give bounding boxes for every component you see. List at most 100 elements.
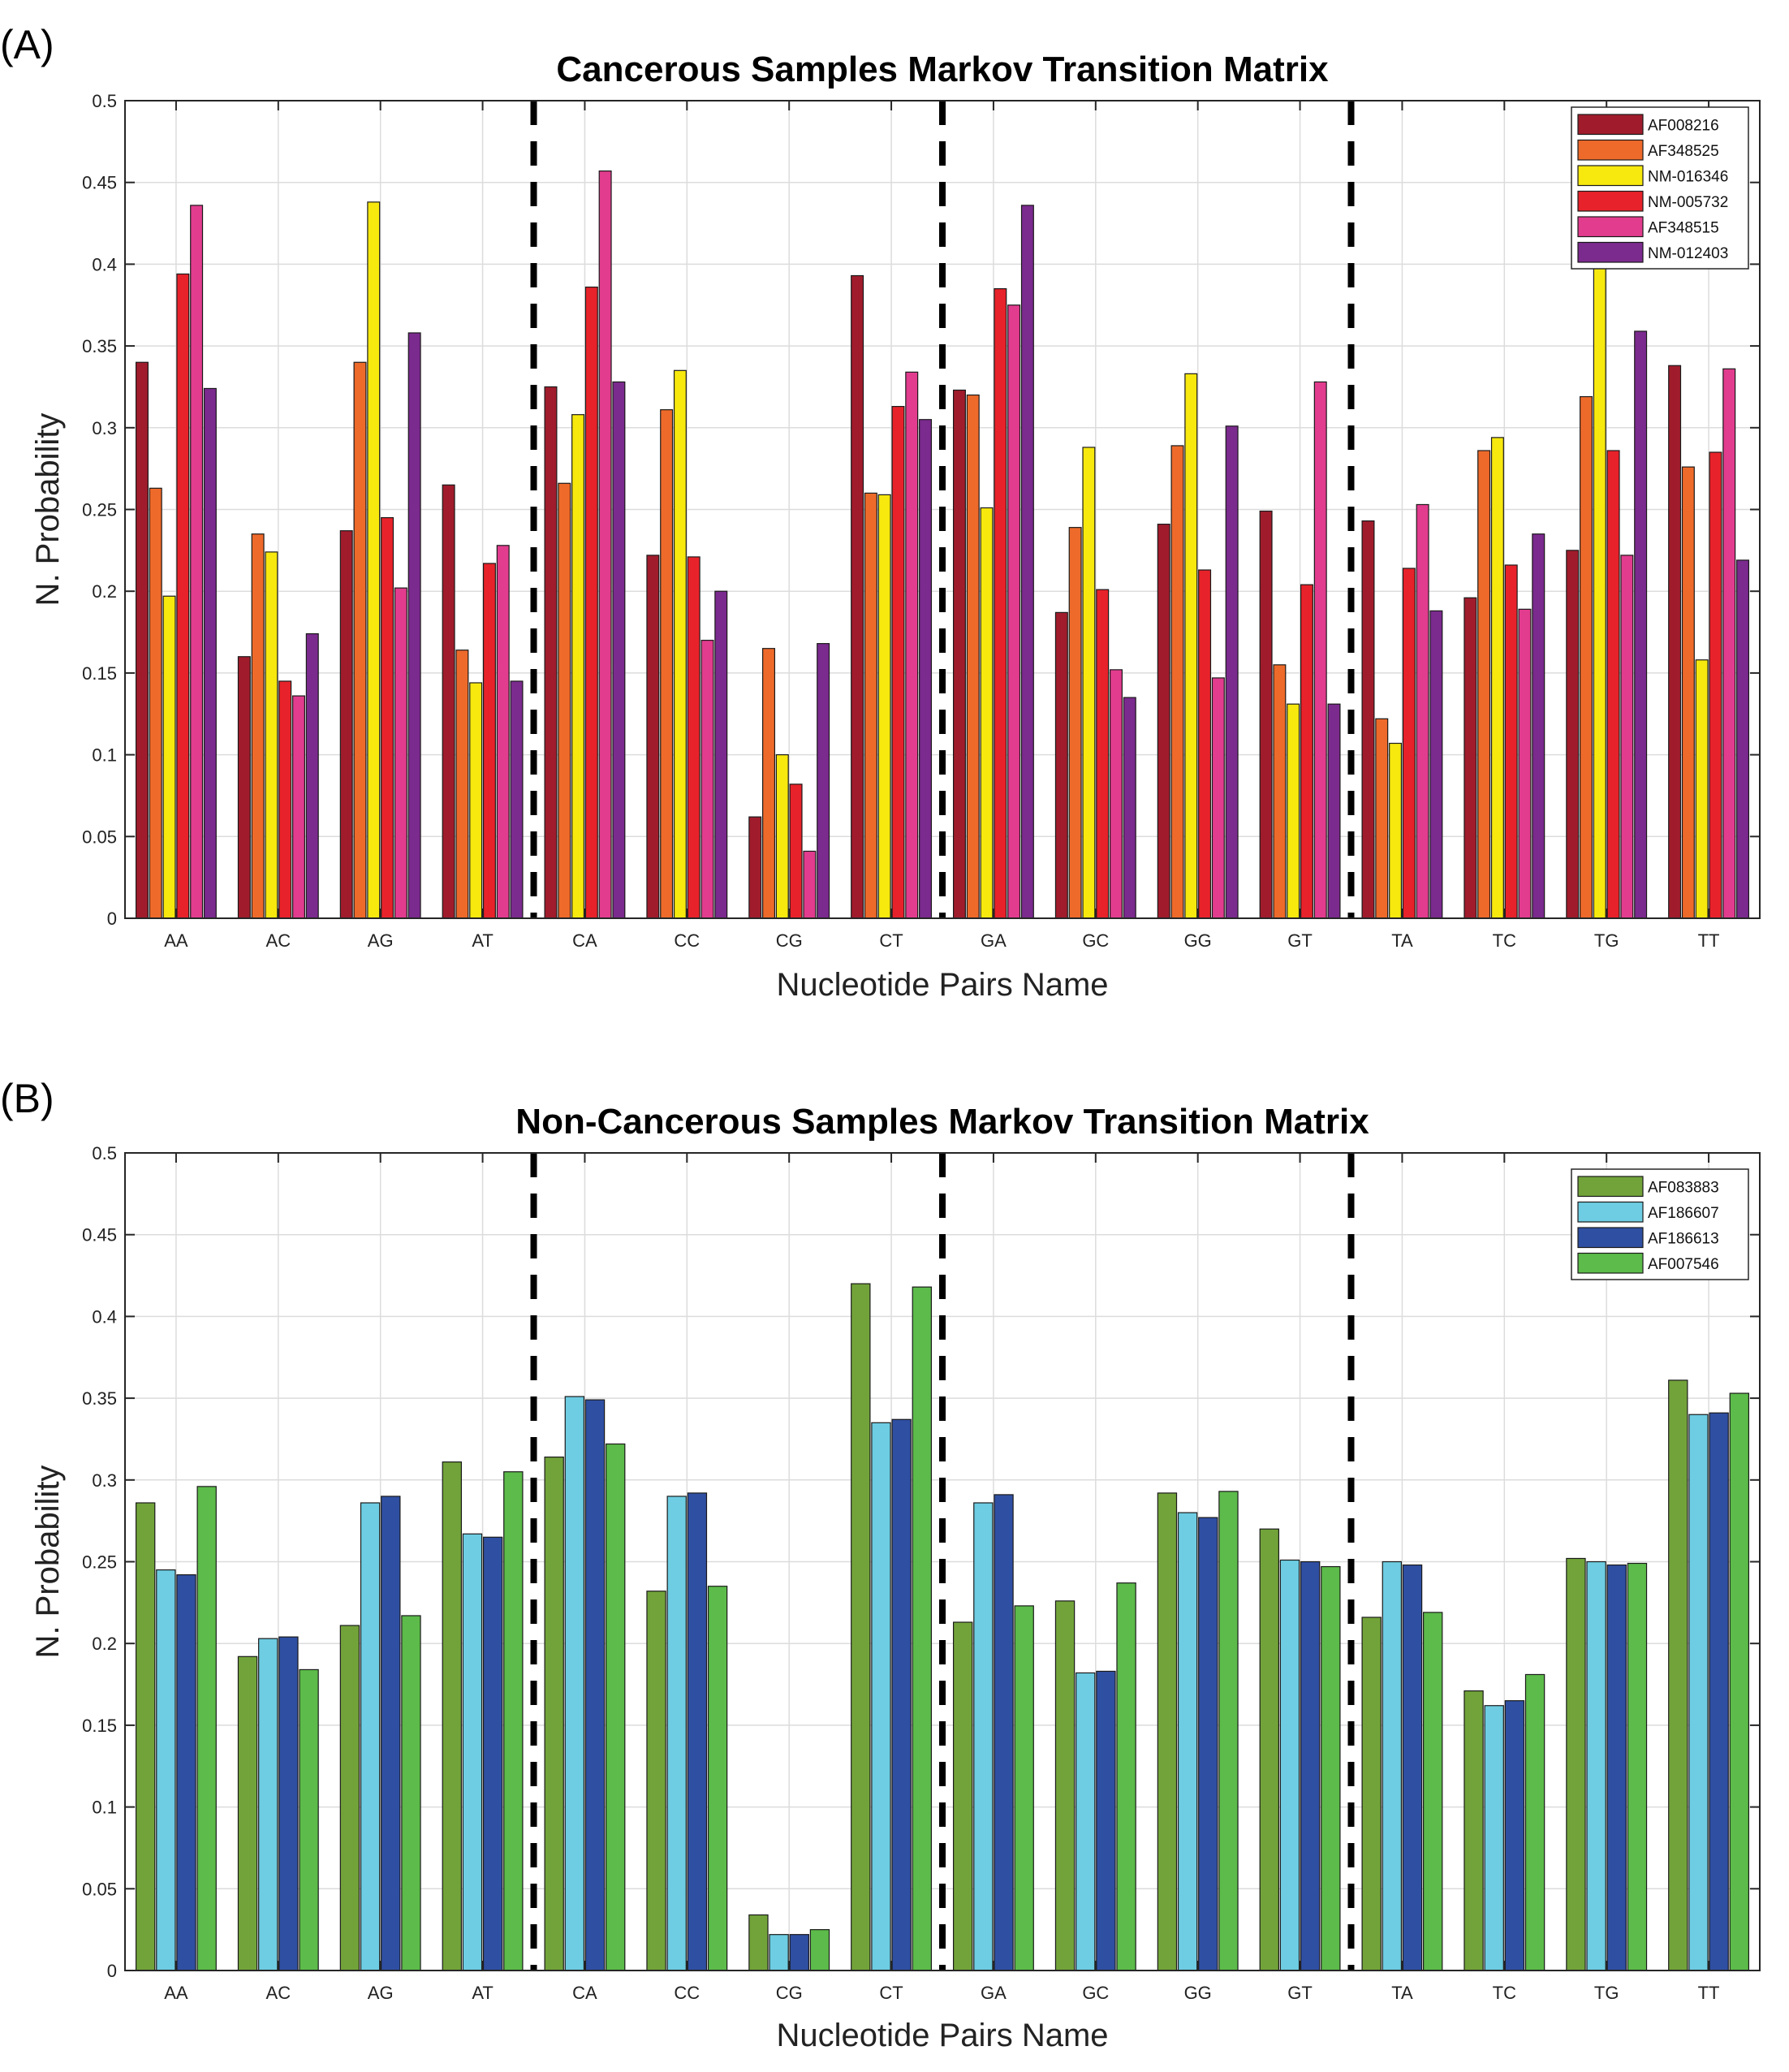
bar-af008216-ag bbox=[339, 530, 353, 919]
bar-af186607-ga bbox=[973, 1502, 994, 1971]
bar-af186613-gc bbox=[1096, 1670, 1116, 1971]
y-tick-label: 0.05 bbox=[82, 1879, 117, 1899]
bar-af348515-gt bbox=[1313, 381, 1327, 919]
bar-nm-012403-ta bbox=[1429, 610, 1443, 919]
bar-af083883-ga bbox=[952, 1621, 973, 1971]
bar-nm-012403-at bbox=[510, 680, 524, 919]
x-tick-label-aa: AA bbox=[164, 1983, 188, 2003]
bar-af186607-gc bbox=[1076, 1672, 1096, 1971]
bar-nm-005732-at bbox=[482, 563, 496, 919]
bar-af186607-at bbox=[462, 1533, 483, 1971]
bar-af348515-cc bbox=[701, 640, 714, 919]
bar-af348525-gt bbox=[1273, 664, 1287, 919]
y-tick-label: 0.25 bbox=[82, 1552, 117, 1573]
bar-af083883-cc bbox=[646, 1591, 666, 1971]
bar-af186613-ta bbox=[1402, 1564, 1423, 1971]
bar-nm-012403-cc bbox=[714, 590, 728, 919]
y-tick-label: 0.3 bbox=[92, 418, 117, 438]
bar-af186613-ct bbox=[891, 1418, 912, 1971]
bar-nm-012403-cg bbox=[817, 643, 830, 919]
bar-af083883-ac bbox=[237, 1655, 258, 1971]
y-tick-label: 0.25 bbox=[82, 500, 117, 520]
bar-af007546-gc bbox=[1116, 1582, 1136, 1971]
bar-af008216-cc bbox=[646, 555, 660, 919]
bar-af186613-tg bbox=[1606, 1564, 1627, 1971]
legend: AF083883 AF186607 AF186613 AF007546 bbox=[1571, 1168, 1749, 1280]
bar-nm-016346-ac bbox=[265, 551, 278, 919]
bar-af007546-ta bbox=[1423, 1612, 1443, 1971]
bar-af083883-tt bbox=[1668, 1379, 1688, 1971]
y-tick-label: 0.35 bbox=[82, 1388, 117, 1409]
bar-nm-016346-ta bbox=[1389, 742, 1403, 919]
bar-af007546-ga bbox=[1014, 1605, 1034, 1971]
x-tick-label-gt: GT bbox=[1287, 930, 1313, 951]
legend-swatch-af008216 bbox=[1577, 114, 1644, 136]
bar-af348525-gg bbox=[1170, 445, 1184, 919]
bar-af348515-ct bbox=[905, 371, 919, 919]
bar-af008216-tg bbox=[1566, 550, 1580, 919]
bar-nm-016346-cc bbox=[673, 369, 687, 919]
bar-af186607-ag bbox=[360, 1502, 381, 1971]
bar-af186613-gg bbox=[1198, 1517, 1218, 1971]
legend-label-af348515: AF348515 bbox=[1648, 220, 1719, 237]
chart-cancerous: 0 0.05 0.1 0.15 0.2 0.25 0.3 0.35 0.4 0.45 0.5 AA AC… bbox=[30, 50, 1761, 1003]
chart-non-cancerous: 0 0.05 0.1 0.15 0.2 0.25 0.3 0.35 0.4 0.45 0.5 AA AC… bbox=[30, 1102, 1761, 2053]
bar-nm-005732-tg bbox=[1606, 450, 1620, 919]
y-tick-label: 0.3 bbox=[92, 1470, 117, 1491]
bar-af008216-gg bbox=[1157, 524, 1170, 919]
legend-swatch-nm-012403 bbox=[1577, 241, 1644, 263]
x-tick-label-ta: TA bbox=[1391, 1983, 1413, 2003]
x-tick-label-gg: GG bbox=[1184, 1983, 1212, 2003]
bar-af007546-aa bbox=[196, 1486, 217, 1971]
panel-label-b: (B) bbox=[0, 1076, 54, 1121]
bar-nm-005732-ga bbox=[994, 288, 1007, 919]
x-tick-label-ct: CT bbox=[879, 1983, 903, 2003]
legend-swatch-af007546 bbox=[1577, 1252, 1644, 1274]
bar-nm-016346-gc bbox=[1082, 447, 1096, 919]
bar-af008216-cg bbox=[748, 816, 762, 919]
panel-label-a: (A) bbox=[0, 22, 54, 67]
bar-nm-005732-ta bbox=[1402, 568, 1416, 919]
y-tick-label: 0.1 bbox=[92, 745, 117, 766]
bar-af083883-tc bbox=[1464, 1690, 1484, 1971]
bar-af348525-at bbox=[455, 650, 469, 919]
legend-swatch-af186613 bbox=[1577, 1227, 1644, 1249]
bar-nm-012403-ga bbox=[1020, 205, 1034, 919]
bar-af186613-tc bbox=[1504, 1700, 1525, 1971]
bar-nm-005732-cc bbox=[687, 556, 701, 919]
legend-label-af083883: AF083883 bbox=[1648, 1180, 1719, 1197]
x-tick-label-cc: CC bbox=[674, 1983, 700, 2003]
legend-label-af348525: AF348525 bbox=[1648, 143, 1719, 160]
bar-af008216-ac bbox=[237, 656, 251, 919]
bar-af008216-ca bbox=[544, 386, 558, 919]
bar-af348525-ac bbox=[251, 533, 265, 919]
bar-af186613-ga bbox=[994, 1494, 1014, 1971]
bar-af186613-aa bbox=[176, 1574, 196, 1971]
bar-af007546-cc bbox=[707, 1586, 728, 1971]
y-tick-label: 0 bbox=[107, 1961, 117, 1981]
x-tick-label-tc: TC bbox=[1493, 1983, 1516, 2003]
bar-af083883-tg bbox=[1566, 1557, 1586, 1971]
bar-nm-016346-aa bbox=[162, 595, 176, 919]
bar-af186607-tc bbox=[1484, 1705, 1504, 1971]
bar-af083883-ca bbox=[544, 1457, 564, 1971]
legend-label-nm-016346: NM-016346 bbox=[1648, 169, 1728, 186]
legend-label-af007546: AF007546 bbox=[1648, 1256, 1719, 1273]
bar-af083883-gt bbox=[1259, 1528, 1279, 1971]
bar-af008216-ga bbox=[952, 389, 966, 919]
bar-af186607-ca bbox=[564, 1396, 585, 1971]
bar-af007546-ac bbox=[299, 1668, 319, 1971]
bar-af007546-ag bbox=[401, 1615, 421, 1971]
bar-nm-016346-ga bbox=[980, 507, 994, 919]
y-tick-label: 0.45 bbox=[82, 1225, 117, 1245]
bar-af008216-at bbox=[442, 484, 455, 919]
bar-af008216-ta bbox=[1361, 520, 1375, 919]
x-tick-label-ca: CA bbox=[572, 1983, 597, 2003]
bar-af008216-ct bbox=[851, 274, 864, 919]
bar-af186607-tt bbox=[1688, 1414, 1709, 1971]
bar-nm-016346-ca bbox=[571, 414, 585, 919]
bar-af083883-gg bbox=[1157, 1492, 1178, 1971]
bar-af348515-aa bbox=[190, 205, 204, 919]
bar-af083883-ag bbox=[339, 1625, 360, 1971]
y-tick-label: 0.45 bbox=[82, 173, 117, 193]
